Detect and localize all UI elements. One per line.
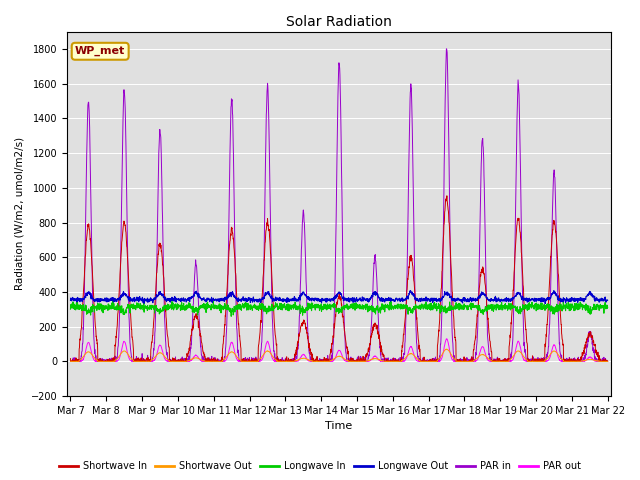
Y-axis label: Radiation (W/m2, umol/m2/s): Radiation (W/m2, umol/m2/s) xyxy=(15,137,25,290)
Legend: Shortwave In, Shortwave Out, Longwave In, Longwave Out, PAR in, PAR out: Shortwave In, Shortwave Out, Longwave In… xyxy=(55,457,585,475)
Title: Solar Radiation: Solar Radiation xyxy=(286,15,392,29)
Text: WP_met: WP_met xyxy=(75,46,125,57)
X-axis label: Time: Time xyxy=(325,421,353,432)
